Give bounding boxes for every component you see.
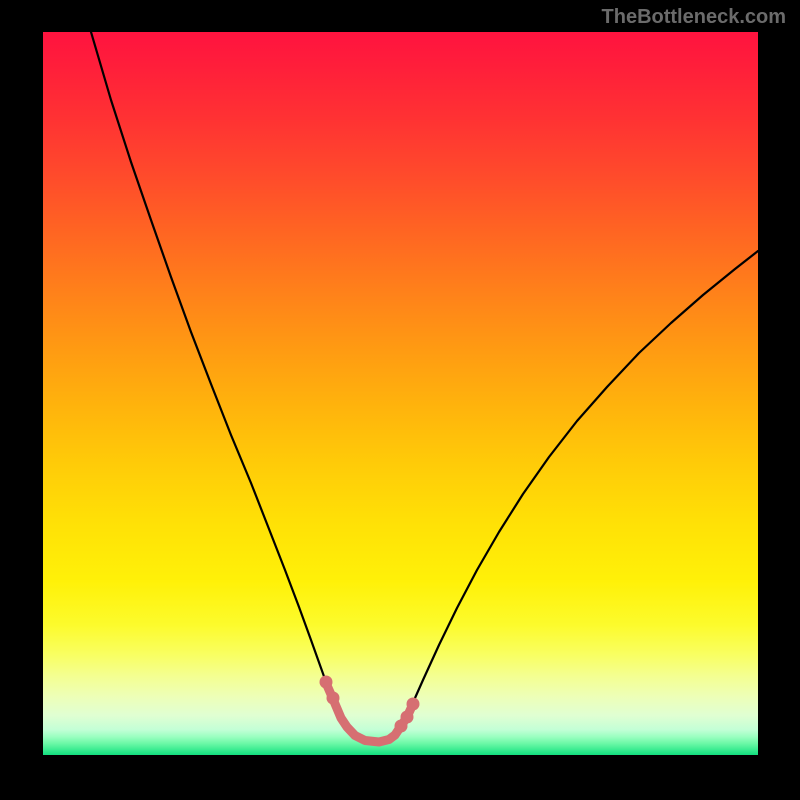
accent-dot — [320, 676, 333, 689]
chart-background — [43, 32, 758, 755]
accent-dot — [407, 698, 420, 711]
chart-svg — [43, 32, 758, 755]
canvas-root: TheBottleneck.com — [0, 0, 800, 800]
accent-dot — [401, 711, 414, 724]
watermark-text: TheBottleneck.com — [602, 6, 786, 29]
accent-dot — [327, 692, 340, 705]
chart-viewport — [43, 32, 758, 755]
